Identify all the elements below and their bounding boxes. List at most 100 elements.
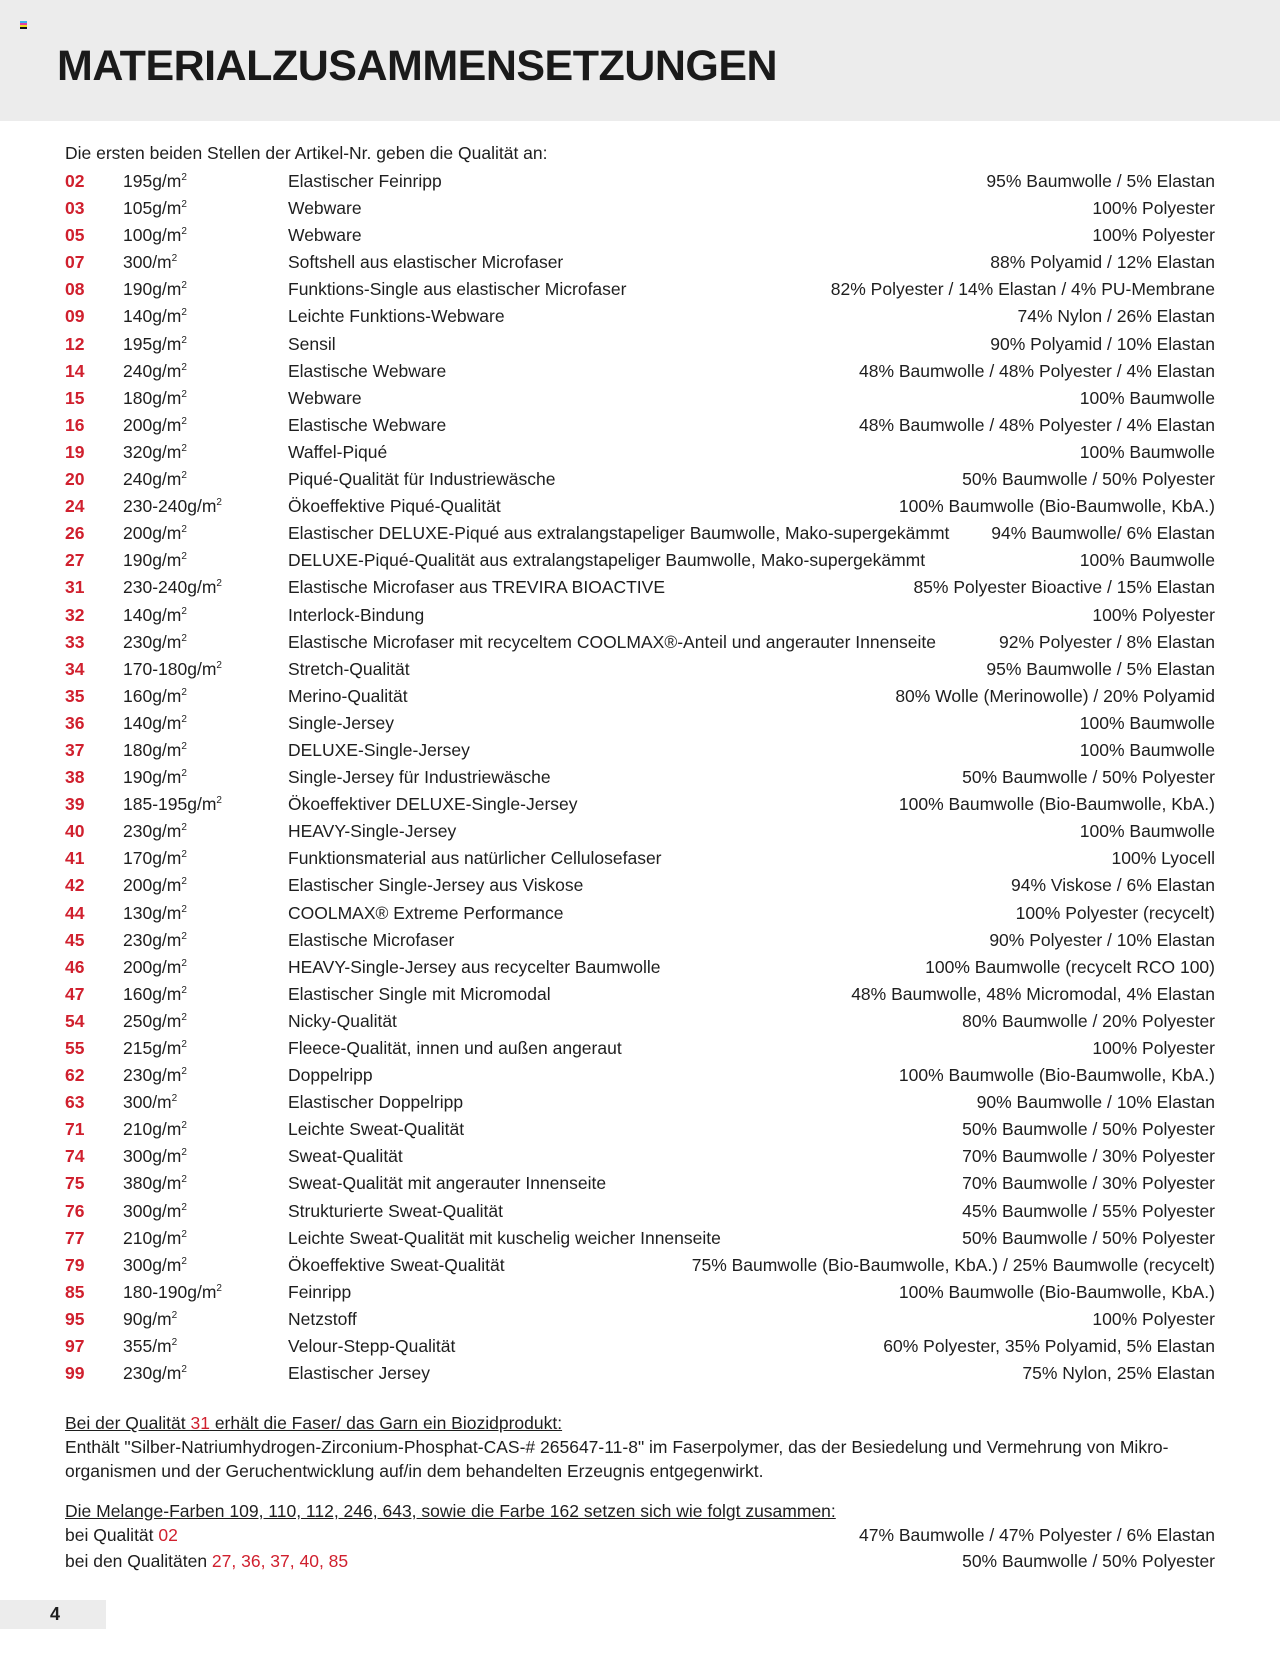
unit-exponent: 2: [181, 1228, 187, 1240]
material-composition: 94% Viskose / 6% Elastan: [1011, 875, 1215, 896]
material-composition: 95% Baumwolle / 5% Elastan: [986, 658, 1215, 679]
quality-code: 34: [65, 658, 85, 679]
fabric-weight: 320g/m2: [123, 441, 187, 463]
fabric-weight: 200g/m2: [123, 414, 187, 436]
quality-code: 41: [65, 848, 85, 869]
fabric-weight-value: 200g/m: [123, 875, 182, 896]
fabric-weight: 140g/m2: [123, 604, 187, 626]
unit-exponent: 2: [216, 659, 222, 671]
table-row: 02 195g/m2 Elastischer Feinripp 95% Baumwol…: [65, 170, 1215, 197]
material-composition: 70% Baumwolle / 30% Polyester: [962, 1173, 1215, 1194]
biocide-heading-post: erhält die Faser/ das Garn ein Biozidpro…: [209, 1413, 563, 1433]
fabric-weight-value: 130g/m: [123, 902, 182, 923]
fabric-description: Single-Jersey für Industriewäsche: [288, 767, 551, 788]
fabric-weight-value: 300/m: [123, 252, 172, 273]
quality-code: 09: [65, 306, 85, 327]
fabric-weight: 100g/m2: [123, 224, 187, 246]
unit-exponent: 2: [181, 1012, 187, 1024]
fabric-description: Single-Jersey: [288, 712, 395, 733]
quality-code: 85: [65, 1281, 85, 1302]
material-composition: 100% Polyester (recycelt): [1015, 902, 1215, 923]
quality-code: 26: [65, 523, 85, 544]
quality-code: 95: [65, 1308, 85, 1329]
melange-row: bei den Qualitäten 27, 36, 37, 40, 85 50…: [65, 1549, 1215, 1575]
fabric-description: Velour-Stepp-Qualität: [288, 1336, 456, 1357]
quality-code: 33: [65, 631, 85, 652]
fabric-weight-value: 380g/m: [123, 1173, 182, 1194]
unit-exponent: 2: [171, 1093, 178, 1105]
fabric-weight: 170-180g/m2: [123, 658, 222, 680]
table-row: 55 215g/m2 Fleece-Qualität, innen und auße…: [65, 1037, 1215, 1064]
fabric-weight: 230g/m2: [123, 1064, 187, 1086]
melange-row: bei Qualität 02 47% Baumwolle / 47% Poly…: [65, 1523, 1215, 1549]
fabric-weight: 170g/m2: [123, 847, 187, 869]
fabric-weight: 180g/m2: [123, 739, 187, 761]
fabric-weight-value: 200g/m: [123, 956, 182, 977]
fabric-description: Elastischer Single mit Micromodal: [288, 983, 551, 1004]
fabric-weight-value: 170-180g/m: [123, 658, 217, 679]
fabric-weight: 230-240g/m2: [123, 576, 222, 598]
color-registration-mark-icon: [20, 21, 27, 29]
material-composition: 74% Nylon / 26% Elastan: [1017, 306, 1215, 327]
table-row: 46 200g/m2 HEAVY-Single-Jersey aus recycel…: [65, 956, 1215, 983]
fabric-description: Elastische Microfaser: [288, 929, 455, 950]
fabric-weight-value: 170g/m: [123, 848, 182, 869]
quality-code: 74: [65, 1146, 85, 1167]
material-composition: 82% Polyester / 14% Elastan / 4% PU-Memb…: [830, 279, 1215, 300]
melange-composition: 47% Baumwolle / 47% Polyester / 6% Elast…: [858, 1525, 1215, 1545]
unit-exponent: 2: [181, 822, 187, 834]
unit-exponent: 2: [181, 605, 187, 617]
fabric-description: HEAVY-Single-Jersey: [288, 821, 457, 842]
fabric-description: DELUXE-Piqué-Qualität aus extralangstape…: [288, 550, 926, 571]
table-row: 33 230g/m2 Elastische Microfaser mit recyc…: [65, 631, 1215, 658]
unit-exponent: 2: [181, 957, 187, 969]
fabric-weight: 160g/m2: [123, 685, 187, 707]
table-row: 77 210g/m2 Leichte Sweat-Qualität mit kusc…: [65, 1227, 1215, 1254]
quality-table: 02 195g/m2 Elastischer Feinripp 95% Baumwol…: [65, 170, 1215, 1389]
material-composition: 90% Baumwolle / 10% Elastan: [976, 1092, 1215, 1113]
fabric-weight-value: 180g/m: [123, 387, 182, 408]
fabric-weight: 240g/m2: [123, 360, 187, 382]
fabric-weight: 190g/m2: [123, 766, 187, 788]
quality-code: 39: [65, 794, 85, 815]
material-composition: 48% Baumwolle / 48% Polyester / 4% Elast…: [858, 414, 1215, 435]
fabric-weight-value: 230g/m: [123, 1363, 182, 1384]
quality-code: 62: [65, 1065, 85, 1086]
quality-code: 07: [65, 252, 85, 273]
quality-code: 31: [65, 577, 85, 598]
fabric-description: Elastischer Single-Jersey aus Viskose: [288, 875, 584, 896]
fabric-description: Elastische Webware: [288, 360, 447, 381]
table-row: 47 160g/m2 Elastischer Single mit Micromod…: [65, 983, 1215, 1010]
fabric-weight-value: 250g/m: [123, 1010, 182, 1031]
unit-exponent: 2: [181, 551, 187, 563]
table-row: 35 160g/m2 Merino-Qualität 80% Wolle (Merin…: [65, 685, 1215, 712]
quality-code: 19: [65, 441, 85, 462]
fabric-description: Webware: [288, 225, 362, 246]
material-composition: 50% Baumwolle / 50% Polyester: [962, 767, 1215, 788]
unit-exponent: 2: [171, 1310, 178, 1322]
unit-exponent: 2: [181, 876, 187, 888]
fabric-weight: 230-240g/m2: [123, 495, 222, 517]
unit-exponent: 2: [181, 388, 187, 400]
material-composition: 100% Polyester: [1092, 1308, 1215, 1329]
material-composition: 94% Baumwolle/ 6% Elastan: [991, 523, 1215, 544]
unit-exponent: 2: [181, 741, 187, 753]
page-number: 4: [50, 1604, 61, 1624]
fabric-weight-value: 100g/m: [123, 225, 182, 246]
fabric-weight: 180-190g/m2: [123, 1281, 222, 1303]
unit-exponent: 2: [181, 1147, 187, 1159]
fabric-weight-value: 215g/m: [123, 1038, 182, 1058]
melange-codes: 02: [158, 1525, 178, 1545]
table-row: 37 180g/m2 DELUXE-Single-Jersey 100% Baumwo…: [65, 739, 1215, 766]
fabric-weight: 355/m2: [123, 1335, 177, 1357]
unit-exponent: 2: [181, 849, 187, 861]
unit-exponent: 2: [181, 768, 187, 780]
fabric-description: Elastischer Doppelripp: [288, 1092, 464, 1113]
table-row: 27 190g/m2 DELUXE-Piqué-Qualität aus extra…: [65, 549, 1215, 576]
table-row: 42 200g/m2 Elastischer Single-Jersey aus V…: [65, 874, 1215, 901]
fabric-description: Stretch-Qualität: [288, 658, 410, 679]
fabric-weight-value: 180-190g/m: [123, 1281, 217, 1302]
fabric-weight: 230g/m2: [123, 1362, 187, 1384]
fabric-weight: 210g/m2: [123, 1227, 187, 1249]
fabric-weight: 190g/m2: [123, 278, 187, 300]
